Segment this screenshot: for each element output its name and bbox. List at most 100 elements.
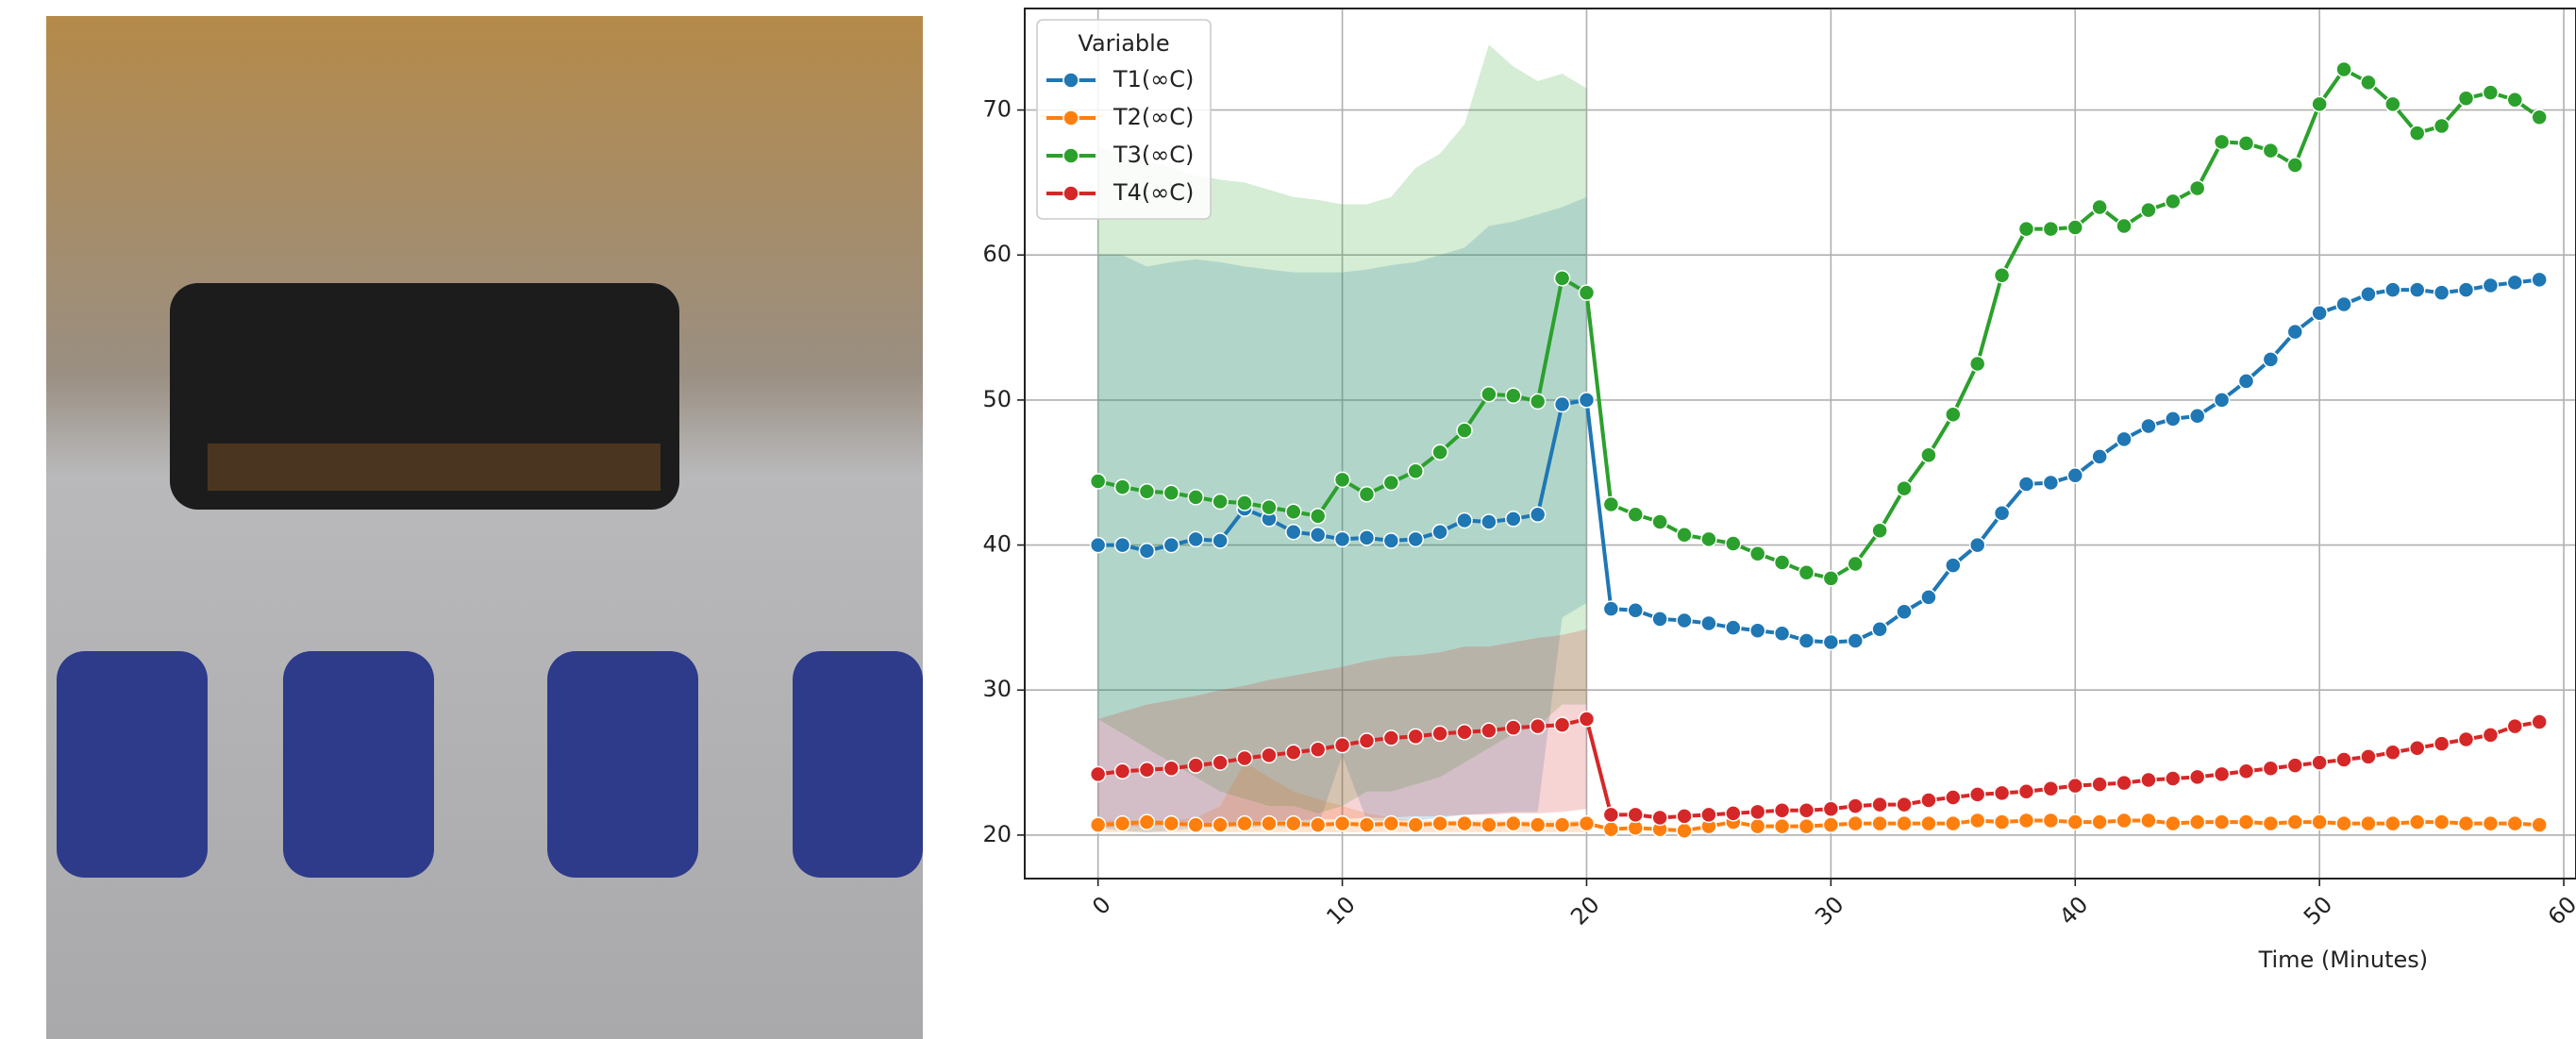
data-point (1700, 806, 1717, 824)
data-point (1602, 806, 1620, 824)
data-point (1236, 814, 1253, 832)
data-point (1945, 814, 1962, 832)
data-point (2384, 814, 2401, 832)
data-point (2457, 730, 2475, 748)
data-point (1700, 614, 1717, 632)
data-point (2482, 814, 2500, 832)
legend-box (1036, 19, 1212, 220)
data-point (2237, 373, 2255, 390)
data-point (2066, 777, 2084, 795)
x-tick-label: 10 (1321, 891, 1360, 930)
data-point (2042, 779, 2060, 797)
data-point (2506, 274, 2524, 292)
data-point (2408, 281, 2426, 298)
data-point (2213, 392, 2231, 409)
data-point (1896, 603, 1913, 621)
data-point (2262, 351, 2280, 368)
confidence-band (1097, 628, 1587, 829)
data-point (1456, 511, 1473, 529)
data-point (2335, 295, 2352, 313)
data-point (1968, 812, 1986, 830)
legend-label: T1(∞C) (1112, 66, 1194, 92)
data-point (1847, 814, 1865, 832)
data-point (1089, 816, 1107, 833)
x-tick-label: 50 (2299, 891, 2337, 930)
data-point (1968, 355, 1986, 373)
data-point (1993, 813, 2011, 830)
data-point (1431, 725, 1448, 743)
data-point (2286, 757, 2304, 774)
data-point (2531, 271, 2548, 289)
data-point (1651, 611, 1668, 628)
data-point (1847, 797, 1865, 814)
confidence-band (1097, 44, 1587, 813)
data-point (2262, 814, 2280, 832)
data-point (2116, 217, 2133, 235)
data-point (2457, 281, 2475, 298)
data-point (1920, 814, 1937, 832)
data-point (1968, 786, 1986, 803)
data-point (1798, 564, 1815, 581)
data-point (1847, 632, 1865, 649)
data-point (1602, 495, 1620, 513)
data-point (1676, 527, 1693, 544)
data-point (1089, 536, 1107, 554)
data-point (1676, 612, 1693, 629)
chart: 20 30 40 50 60 70 0 10 20 30 40 50 60 Time (Minutes) V… (982, 8, 2576, 973)
data-point (2506, 814, 2524, 832)
data-point (1138, 813, 1156, 830)
data-point (1187, 757, 1204, 774)
legend-label: T3(∞C) (1112, 142, 1194, 168)
data-point (2066, 467, 2084, 484)
data-point (1309, 527, 1327, 544)
data-point (1163, 814, 1180, 832)
y-tick-label: 30 (982, 676, 1012, 702)
data-point (2066, 813, 2084, 830)
data-point (1505, 387, 1522, 405)
data-point (2457, 90, 2475, 108)
data-point (1676, 822, 1693, 840)
data-point (1553, 816, 1571, 833)
data-point (1382, 814, 1400, 832)
data-point (2506, 717, 2524, 735)
data-point (1553, 716, 1571, 733)
data-point (1945, 789, 1962, 806)
data-point (2165, 770, 2182, 787)
data-point (1163, 484, 1180, 501)
data-point (1261, 746, 1278, 764)
data-point (1896, 814, 1913, 832)
data-point (2237, 813, 2255, 830)
data-point (1480, 816, 1497, 833)
data-point (1627, 506, 1644, 524)
data-point (1358, 732, 1376, 749)
x-tick-label: 30 (1810, 891, 1848, 930)
data-point (2091, 198, 2108, 216)
data-point (1285, 744, 1302, 762)
data-point (1480, 386, 1497, 403)
data-point (1871, 522, 1888, 539)
data-point (2042, 474, 2060, 492)
data-point (2091, 448, 2108, 465)
data-point (2042, 220, 2060, 238)
data-point (1212, 754, 1229, 771)
data-point (1505, 814, 1522, 832)
data-point (1920, 446, 1937, 464)
data-point (2506, 92, 2524, 109)
data-point (1407, 728, 1424, 746)
data-point (2165, 411, 2182, 427)
data-point (1358, 816, 1376, 833)
data-point (1896, 479, 1913, 497)
data-point (1529, 816, 1547, 833)
data-point (1309, 741, 1327, 758)
data-point (1285, 814, 1302, 832)
data-point (1798, 632, 1815, 649)
data-point (1822, 816, 1840, 833)
legend-marker (1062, 72, 1079, 89)
data-point (2360, 814, 2377, 832)
data-point (2066, 219, 2084, 236)
data-point (2384, 744, 2401, 762)
data-point (1456, 724, 1473, 741)
x-tick-label: 20 (1565, 891, 1604, 930)
data-point (2017, 220, 2035, 238)
